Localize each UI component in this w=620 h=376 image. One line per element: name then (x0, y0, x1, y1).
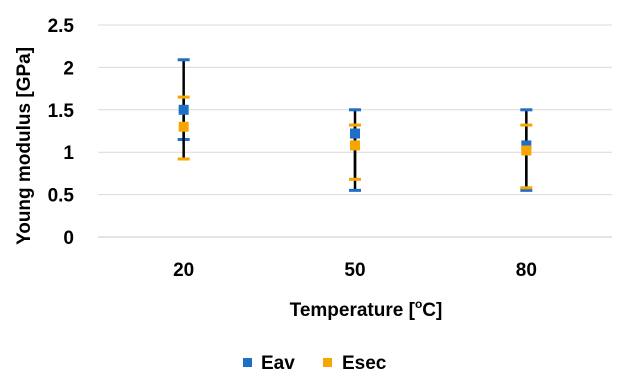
legend-label-esec: Esec (342, 353, 387, 374)
data-point-esec (350, 140, 360, 151)
error-bars (177, 58, 533, 192)
data-point-eav (350, 128, 360, 139)
y-tick-label: 2 (63, 58, 74, 79)
x-tick-label: 20 (173, 260, 194, 281)
y-tick-label: 1.5 (48, 101, 75, 122)
x-axis-title-main: Temperature [ (290, 300, 416, 321)
y-axis-title: Young modulus [GPa] (14, 47, 35, 245)
data-point-esec (178, 121, 189, 132)
data-markers (178, 104, 532, 156)
y-tick-label: 0.5 (48, 186, 75, 207)
y-tick-labels: 0 0.5 1 1.5 2 2.5 (48, 16, 75, 249)
y-tick-label: 1 (63, 143, 74, 164)
legend-marker-eav (243, 358, 252, 367)
x-tick-labels: 20 50 80 (173, 260, 537, 281)
data-point-eav (178, 104, 189, 115)
y-tick-label: 0 (63, 228, 74, 249)
data-point-eav (521, 140, 532, 151)
x-axis-title-unit: C] (422, 300, 442, 321)
data-point-esec (521, 145, 532, 156)
x-tick-label: 50 (344, 260, 365, 281)
legend: Eav Esec (243, 353, 387, 374)
legend-label-eav: Eav (261, 353, 295, 374)
x-axis-title: Temperature [oC] (290, 297, 443, 321)
x-tick-label: 80 (516, 260, 537, 281)
x-axis-title-superscript: o (415, 297, 422, 311)
legend-marker-esec (323, 358, 332, 367)
y-tick-label: 2.5 (48, 16, 75, 37)
